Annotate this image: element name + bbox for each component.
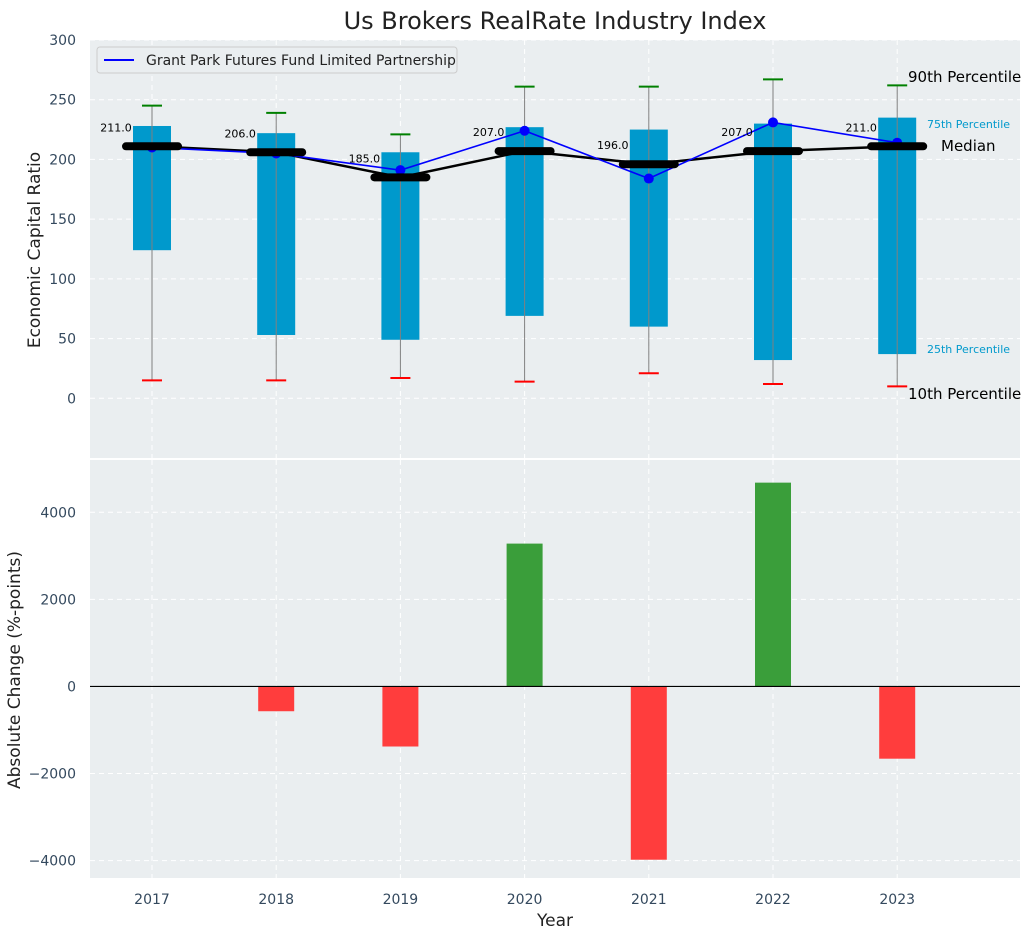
median-label-2020: 207.0 — [473, 126, 505, 139]
top-y-axis-label: Economic Capital Ratio — [25, 152, 45, 348]
x-tick-label-2018: 2018 — [258, 892, 294, 908]
top-plot-area — [90, 40, 1020, 458]
x-tick-label-2020: 2020 — [507, 892, 543, 908]
change-bar-2022 — [755, 482, 791, 687]
top-y-tick-label: 0 — [67, 391, 76, 407]
bottom-y-tick-label: −2000 — [29, 767, 76, 783]
bottom-plot-area — [90, 460, 1020, 878]
x-tick-label-2021: 2021 — [631, 892, 667, 908]
annotation-median: Median — [941, 137, 996, 155]
legend-series-label: Grant Park Futures Fund Limited Partners… — [146, 53, 456, 69]
x-tick-label-2023: 2023 — [879, 892, 915, 908]
median-label-2019: 185.0 — [349, 152, 381, 165]
x-axis-label: Year — [536, 911, 573, 931]
median-label-2018: 206.0 — [224, 127, 256, 140]
change-bar-2021 — [630, 686, 667, 860]
series-point-2022 — [768, 117, 778, 128]
top-y-tick-label: 50 — [58, 332, 76, 348]
bottom-y-tick-label: 0 — [67, 679, 76, 695]
median-label-2023: 211.0 — [845, 121, 877, 134]
x-tick-label-2019: 2019 — [383, 892, 419, 908]
change-bar-2020 — [506, 543, 543, 687]
median-label-2017: 211.0 — [100, 121, 132, 134]
annotation-25th-percentile: 25th Percentile — [927, 343, 1010, 356]
top-panel: 0 50 100 150 200 250 300 211.0 206.0 185.0 207.0 19… — [49, 33, 1021, 458]
change-bar-2018 — [258, 686, 295, 712]
x-tick-label-2022: 2022 — [755, 892, 791, 908]
series-point-2019 — [395, 165, 406, 176]
bottom-y-tick-label: 4000 — [40, 505, 76, 521]
top-y-tick-label: 250 — [49, 93, 76, 109]
bottom-y-tick-label: −4000 — [29, 854, 76, 870]
median-label-2022: 207.0 — [721, 126, 753, 139]
bottom-y-axis-label: Absolute Change (%-points) — [5, 551, 25, 789]
annotation-75th-percentile: 75th Percentile — [927, 118, 1010, 131]
series-point-2021 — [643, 173, 654, 184]
annotation-90th-percentile: 90th Percentile — [908, 68, 1021, 86]
change-bar-2023 — [879, 686, 916, 759]
top-y-tick-label: 200 — [49, 152, 76, 168]
legend-box — [96, 46, 458, 74]
top-y-tick-label: 300 — [49, 33, 76, 49]
x-tick-label-2017: 2017 — [134, 892, 170, 908]
bottom-y-tick-label: 2000 — [40, 592, 76, 608]
change-bar-2019 — [382, 686, 419, 747]
top-y-tick-label: 150 — [49, 212, 76, 228]
top-y-tick-label: 100 — [49, 272, 76, 288]
bottom-panel: −4000 −2000 0 2000 4000 2017 2018 2019 2020 2021 2… — [29, 460, 1020, 908]
median-label-2021: 196.0 — [597, 139, 629, 152]
chart-title: Us Brokers RealRate Industry Index — [344, 7, 767, 35]
annotation-10th-percentile: 10th Percentile — [908, 385, 1021, 403]
series-point-2020 — [519, 125, 530, 136]
